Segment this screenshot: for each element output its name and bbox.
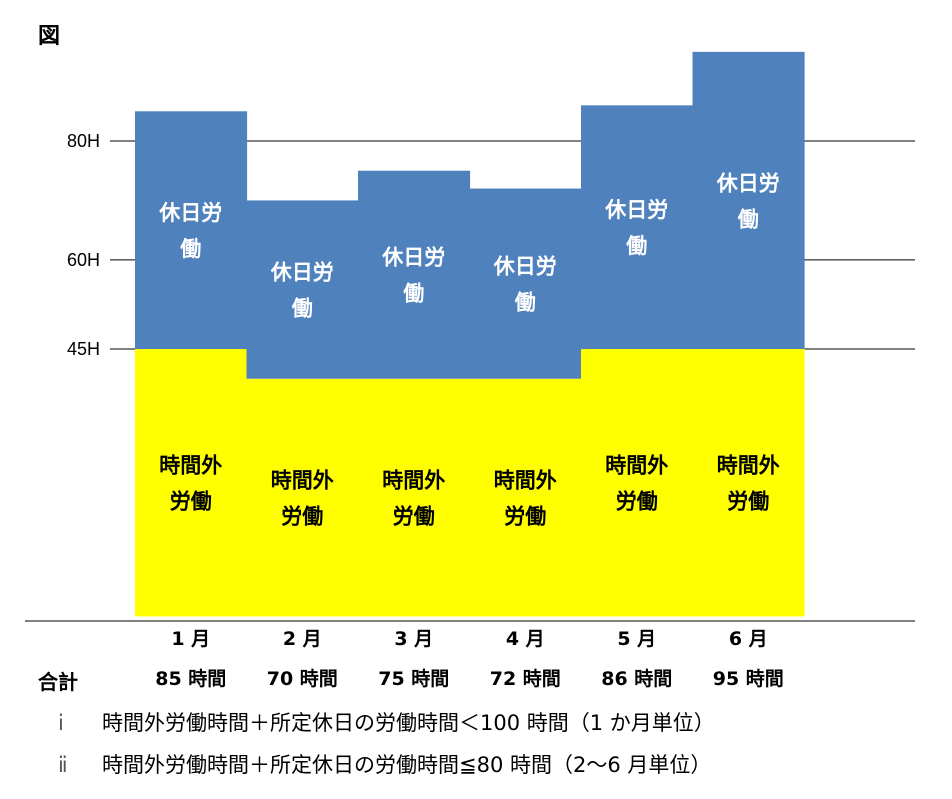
bar-label-overtime: 時間外 bbox=[494, 469, 557, 493]
bar-overtime-5 bbox=[581, 349, 694, 617]
figure-label: 図 bbox=[38, 24, 61, 49]
bar-holiday-6 bbox=[692, 51, 805, 349]
y-tick-label: 45H bbox=[67, 339, 100, 359]
note-1: ⅰ 時間外労働時間＋所定休日の労働時間＜100 時間（1 か月単位） bbox=[58, 707, 715, 737]
total-value: 85 時間 bbox=[155, 668, 226, 690]
bar-label-overtime: 時間外 bbox=[382, 469, 445, 493]
bar-label-overtime: 労働 bbox=[727, 490, 769, 514]
bar-label-holiday: 休日労 bbox=[493, 255, 557, 279]
bar-label-overtime: 労働 bbox=[616, 490, 658, 514]
bar-label-holiday: 働 bbox=[737, 207, 759, 231]
note-2: ⅱ 時間外労働時間＋所定休日の労働時間≦80 時間（2～6 月単位） bbox=[58, 749, 711, 779]
bar-overtime-6 bbox=[692, 349, 805, 617]
bar-label-overtime: 労働 bbox=[170, 490, 212, 514]
bar-holiday-4 bbox=[469, 188, 582, 379]
bar-label-holiday: 働 bbox=[179, 237, 201, 261]
bar-label-holiday: 休日労 bbox=[158, 201, 222, 225]
bar-label-holiday: 休日労 bbox=[716, 171, 780, 195]
x-tick-label: 3 月 bbox=[394, 628, 433, 650]
bar-holiday-2 bbox=[246, 200, 359, 379]
bar-overtime-1 bbox=[135, 349, 248, 617]
bar-label-overtime: 労働 bbox=[393, 505, 435, 529]
y-tick-label: 80H bbox=[67, 131, 100, 151]
bar-overtime-3 bbox=[358, 378, 471, 617]
bar-label-holiday: 休日労 bbox=[604, 198, 668, 222]
bar-holiday-1 bbox=[135, 111, 248, 350]
total-value: 70 時間 bbox=[267, 668, 338, 690]
bar-label-overtime: 時間外 bbox=[717, 454, 780, 478]
x-tick-label: 4 月 bbox=[506, 628, 545, 650]
total-value: 95 時間 bbox=[713, 668, 784, 690]
bar-overtime-2 bbox=[246, 378, 359, 617]
bar-overtime-4 bbox=[469, 378, 582, 617]
x-tick-label: 1 月 bbox=[171, 628, 210, 650]
bar-label-overtime: 時間外 bbox=[271, 469, 334, 493]
note-1-text: 時間外労働時間＋所定休日の労働時間＜100 時間（1 か月単位） bbox=[102, 711, 715, 735]
y-tick-label: 60H bbox=[67, 250, 100, 270]
bar-label-overtime: 時間外 bbox=[159, 454, 222, 478]
bar-label-overtime: 労働 bbox=[281, 505, 323, 529]
note-2-number: ⅱ bbox=[58, 753, 68, 777]
x-tick-label: 2 月 bbox=[283, 628, 322, 650]
total-value: 86 時間 bbox=[601, 668, 672, 690]
note-2-text: 時間外労働時間＋所定休日の労働時間≦80 時間（2～6 月単位） bbox=[102, 753, 712, 777]
total-value: 72 時間 bbox=[490, 668, 561, 690]
bar-label-holiday: 休日労 bbox=[270, 261, 334, 285]
bar-label-overtime: 時間外 bbox=[605, 454, 668, 478]
bar-label-holiday: 働 bbox=[291, 297, 313, 321]
bar-label-holiday: 働 bbox=[625, 234, 647, 258]
total-label: 合計 bbox=[38, 670, 78, 694]
note-1-number: ⅰ bbox=[58, 711, 64, 735]
bar-label-holiday: 休日労 bbox=[381, 246, 445, 270]
bar-holiday-5 bbox=[581, 105, 694, 349]
total-value: 75 時間 bbox=[378, 668, 449, 690]
x-tick-label: 5 月 bbox=[617, 628, 656, 650]
bar-holiday-3 bbox=[358, 170, 471, 379]
bar-label-holiday: 働 bbox=[514, 291, 536, 315]
bar-label-overtime: 労働 bbox=[504, 505, 546, 529]
x-tick-label: 6 月 bbox=[729, 628, 768, 650]
bar-label-holiday: 働 bbox=[402, 282, 424, 306]
